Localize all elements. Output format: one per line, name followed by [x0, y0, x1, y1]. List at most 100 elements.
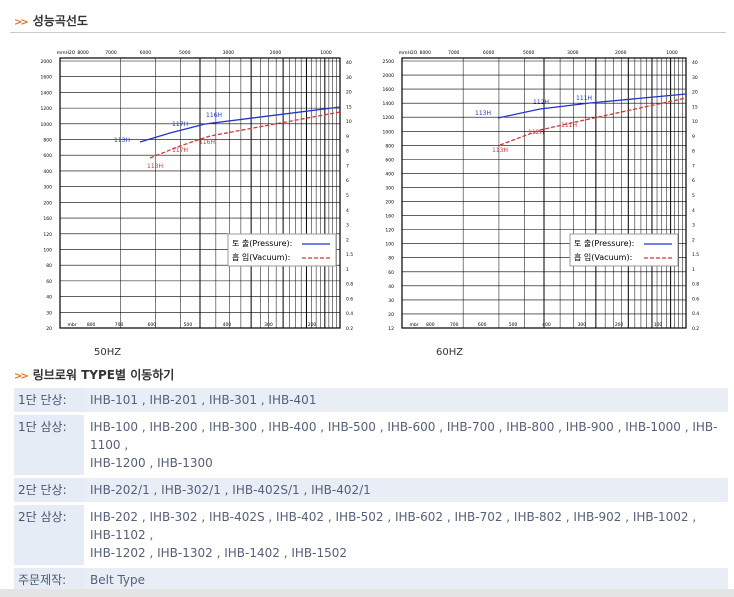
y2-tick-label: 2 — [346, 237, 349, 243]
row-label: 2단 삼상: — [14, 505, 84, 565]
bottom-tick-label: 500 — [184, 322, 193, 328]
y-tick-label: 400 — [385, 171, 394, 177]
y2-tick-label: 10 — [692, 119, 698, 125]
model-list: IHB-202 , IHB-302 , IHB-402S , IHB-402 ,… — [90, 510, 697, 542]
y2-tick-label: 20 — [346, 90, 352, 96]
y2-tick-label: 5 — [692, 193, 695, 199]
y2-tick-label: 9 — [692, 134, 695, 140]
top-tick-label: 7000 — [448, 50, 460, 56]
legend-label: 흡 입(Vacuum): — [232, 252, 290, 262]
y-tick-label: 40 — [388, 284, 394, 290]
y2-tick-label: 5 — [346, 193, 349, 199]
y-tick-label: 1600 — [383, 87, 395, 93]
y-tick-label: 2000 — [383, 73, 395, 79]
y-tick-label: 60 — [388, 270, 394, 276]
row-value: IHB-202 , IHB-302 , IHB-402S , IHB-402 ,… — [84, 505, 728, 565]
curve-label: 117H — [172, 147, 188, 154]
chart-caption: 50HZ — [94, 347, 121, 358]
y-tick-label: 1200 — [41, 106, 53, 112]
y2-tick-label: 15 — [692, 104, 698, 110]
y2-tick-label: 6 — [692, 178, 695, 184]
y-tick-label: 100 — [43, 247, 52, 253]
header: >> 성능곡선도 — [14, 12, 88, 29]
y2-tick-label: 4 — [346, 208, 349, 214]
curve-label: 112H — [533, 99, 549, 106]
top-tick-label: 2000 — [615, 50, 627, 56]
y-tick-label: 1400 — [41, 90, 53, 96]
y-tick-label: 160 — [385, 214, 394, 220]
top-tick-label: 1000 — [666, 50, 678, 56]
y2-tick-label: 0.4 — [346, 311, 353, 317]
icon: >> — [14, 17, 29, 28]
y-tick-label: 300 — [43, 185, 52, 191]
y-tick-label: 600 — [385, 157, 394, 163]
row-label: 1단 삼상: — [14, 415, 84, 475]
y2-tick-label: 7 — [346, 163, 349, 169]
y2-tick-label: 10 — [346, 119, 352, 125]
y-tick-label: 400 — [43, 169, 52, 175]
vacuum-curve — [149, 111, 341, 159]
top-tick-label: 2000 — [270, 50, 282, 56]
row-label: 주문제작: — [14, 568, 84, 592]
top-tick-label: 8000 — [77, 50, 89, 56]
top-tick-label: 7000 — [105, 50, 117, 56]
row-value: IHB-100 , IHB-200 , IHB-300 , IHB-400 , … — [84, 415, 728, 475]
top-tick-label: 5000 — [179, 50, 191, 56]
model-list: IHB-1200 , IHB-1300 — [90, 456, 213, 470]
top-tick-label: 3000 — [567, 50, 579, 56]
y-tick-label: 600 — [43, 153, 52, 159]
bottom-tick-label: 100 — [654, 322, 663, 328]
y-tick-label: 1200 — [383, 115, 395, 121]
bottom-tick-label: 600 — [147, 322, 156, 328]
y2-tick-label: 7 — [692, 163, 695, 169]
bottom-tick-label: 800 — [87, 322, 96, 328]
y-tick-label: 12 — [388, 326, 394, 332]
y-tick-label: 20 — [46, 326, 52, 332]
y-tick-label: 2500 — [383, 59, 395, 65]
legend-label: 토 출(Pressure): — [574, 238, 634, 248]
header-title: 성능곡선도 — [32, 14, 88, 28]
top-tick-label: mmH2O — [399, 50, 418, 56]
bottom-tick-label: 200 — [308, 322, 317, 328]
footer-bar — [0, 589, 734, 597]
y-tick-label: 1000 — [383, 129, 395, 135]
y2-tick-label: 1.5 — [692, 252, 699, 258]
y-tick-label: 200 — [385, 200, 394, 206]
bottom-tick-label: 700 — [450, 322, 459, 328]
y-tick-label: 160 — [43, 216, 52, 222]
y-tick-label: 800 — [385, 143, 394, 149]
y2-tick-label: 2 — [692, 237, 695, 243]
y-tick-label: 30 — [388, 298, 394, 304]
y2-tick-label: 20 — [692, 90, 698, 96]
curve-label: 113H — [492, 147, 508, 154]
y2-tick-label: 8 — [692, 149, 695, 155]
y-tick-label: 300 — [385, 185, 394, 191]
row-value: IHB-101 , IHB-201 , IHB-301 , IHB-401 — [84, 388, 728, 412]
bottom-tick-label: 300 — [264, 322, 273, 328]
y-tick-label: 120 — [43, 232, 52, 238]
y-tick-label: 120 — [385, 228, 394, 234]
model-list: IHB-100 , IHB-200 , IHB-300 , IHB-400 , … — [90, 420, 718, 452]
table-row: 2단 단상: IHB-202/1 , IHB-302/1 , IHB-402S/1… — [14, 478, 728, 502]
section-title: 링브로워 TYPE별 이동하기 — [32, 368, 175, 382]
y2-tick-label: 15 — [346, 104, 352, 110]
table-row: 2단 삼상: IHB-202 , IHB-302 , IHB-402S , IHB… — [14, 505, 728, 565]
model-list: IHB-1202 , IHB-1302 , IHB-1402 , IHB-150… — [90, 546, 347, 560]
y2-tick-label: 40 — [692, 60, 698, 66]
curve-label: 113H — [475, 110, 491, 117]
curve-label: 113H — [114, 137, 130, 144]
y2-tick-label: 0.4 — [692, 311, 699, 317]
divider — [10, 32, 726, 33]
model-list: IHB-202/1 , IHB-302/1 , IHB-402S/1 , IHB… — [90, 483, 371, 497]
y2-tick-label: 30 — [346, 75, 352, 81]
type-table: 1단 단상: IHB-101 , IHB-201 , IHB-301 , IHB-… — [14, 388, 728, 595]
y2-tick-label: 3 — [346, 223, 349, 229]
y2-tick-label: 4 — [692, 208, 695, 214]
bottom-tick-label: 400 — [223, 322, 232, 328]
top-tick-label: 6000 — [483, 50, 495, 56]
y2-tick-label: 9 — [346, 134, 349, 140]
top-tick-label: 6000 — [140, 50, 152, 56]
curve-label: 116H — [199, 139, 215, 146]
top-tick-label: 1000 — [320, 50, 332, 56]
legend-label: 흡 입(Vacuum): — [574, 252, 632, 262]
